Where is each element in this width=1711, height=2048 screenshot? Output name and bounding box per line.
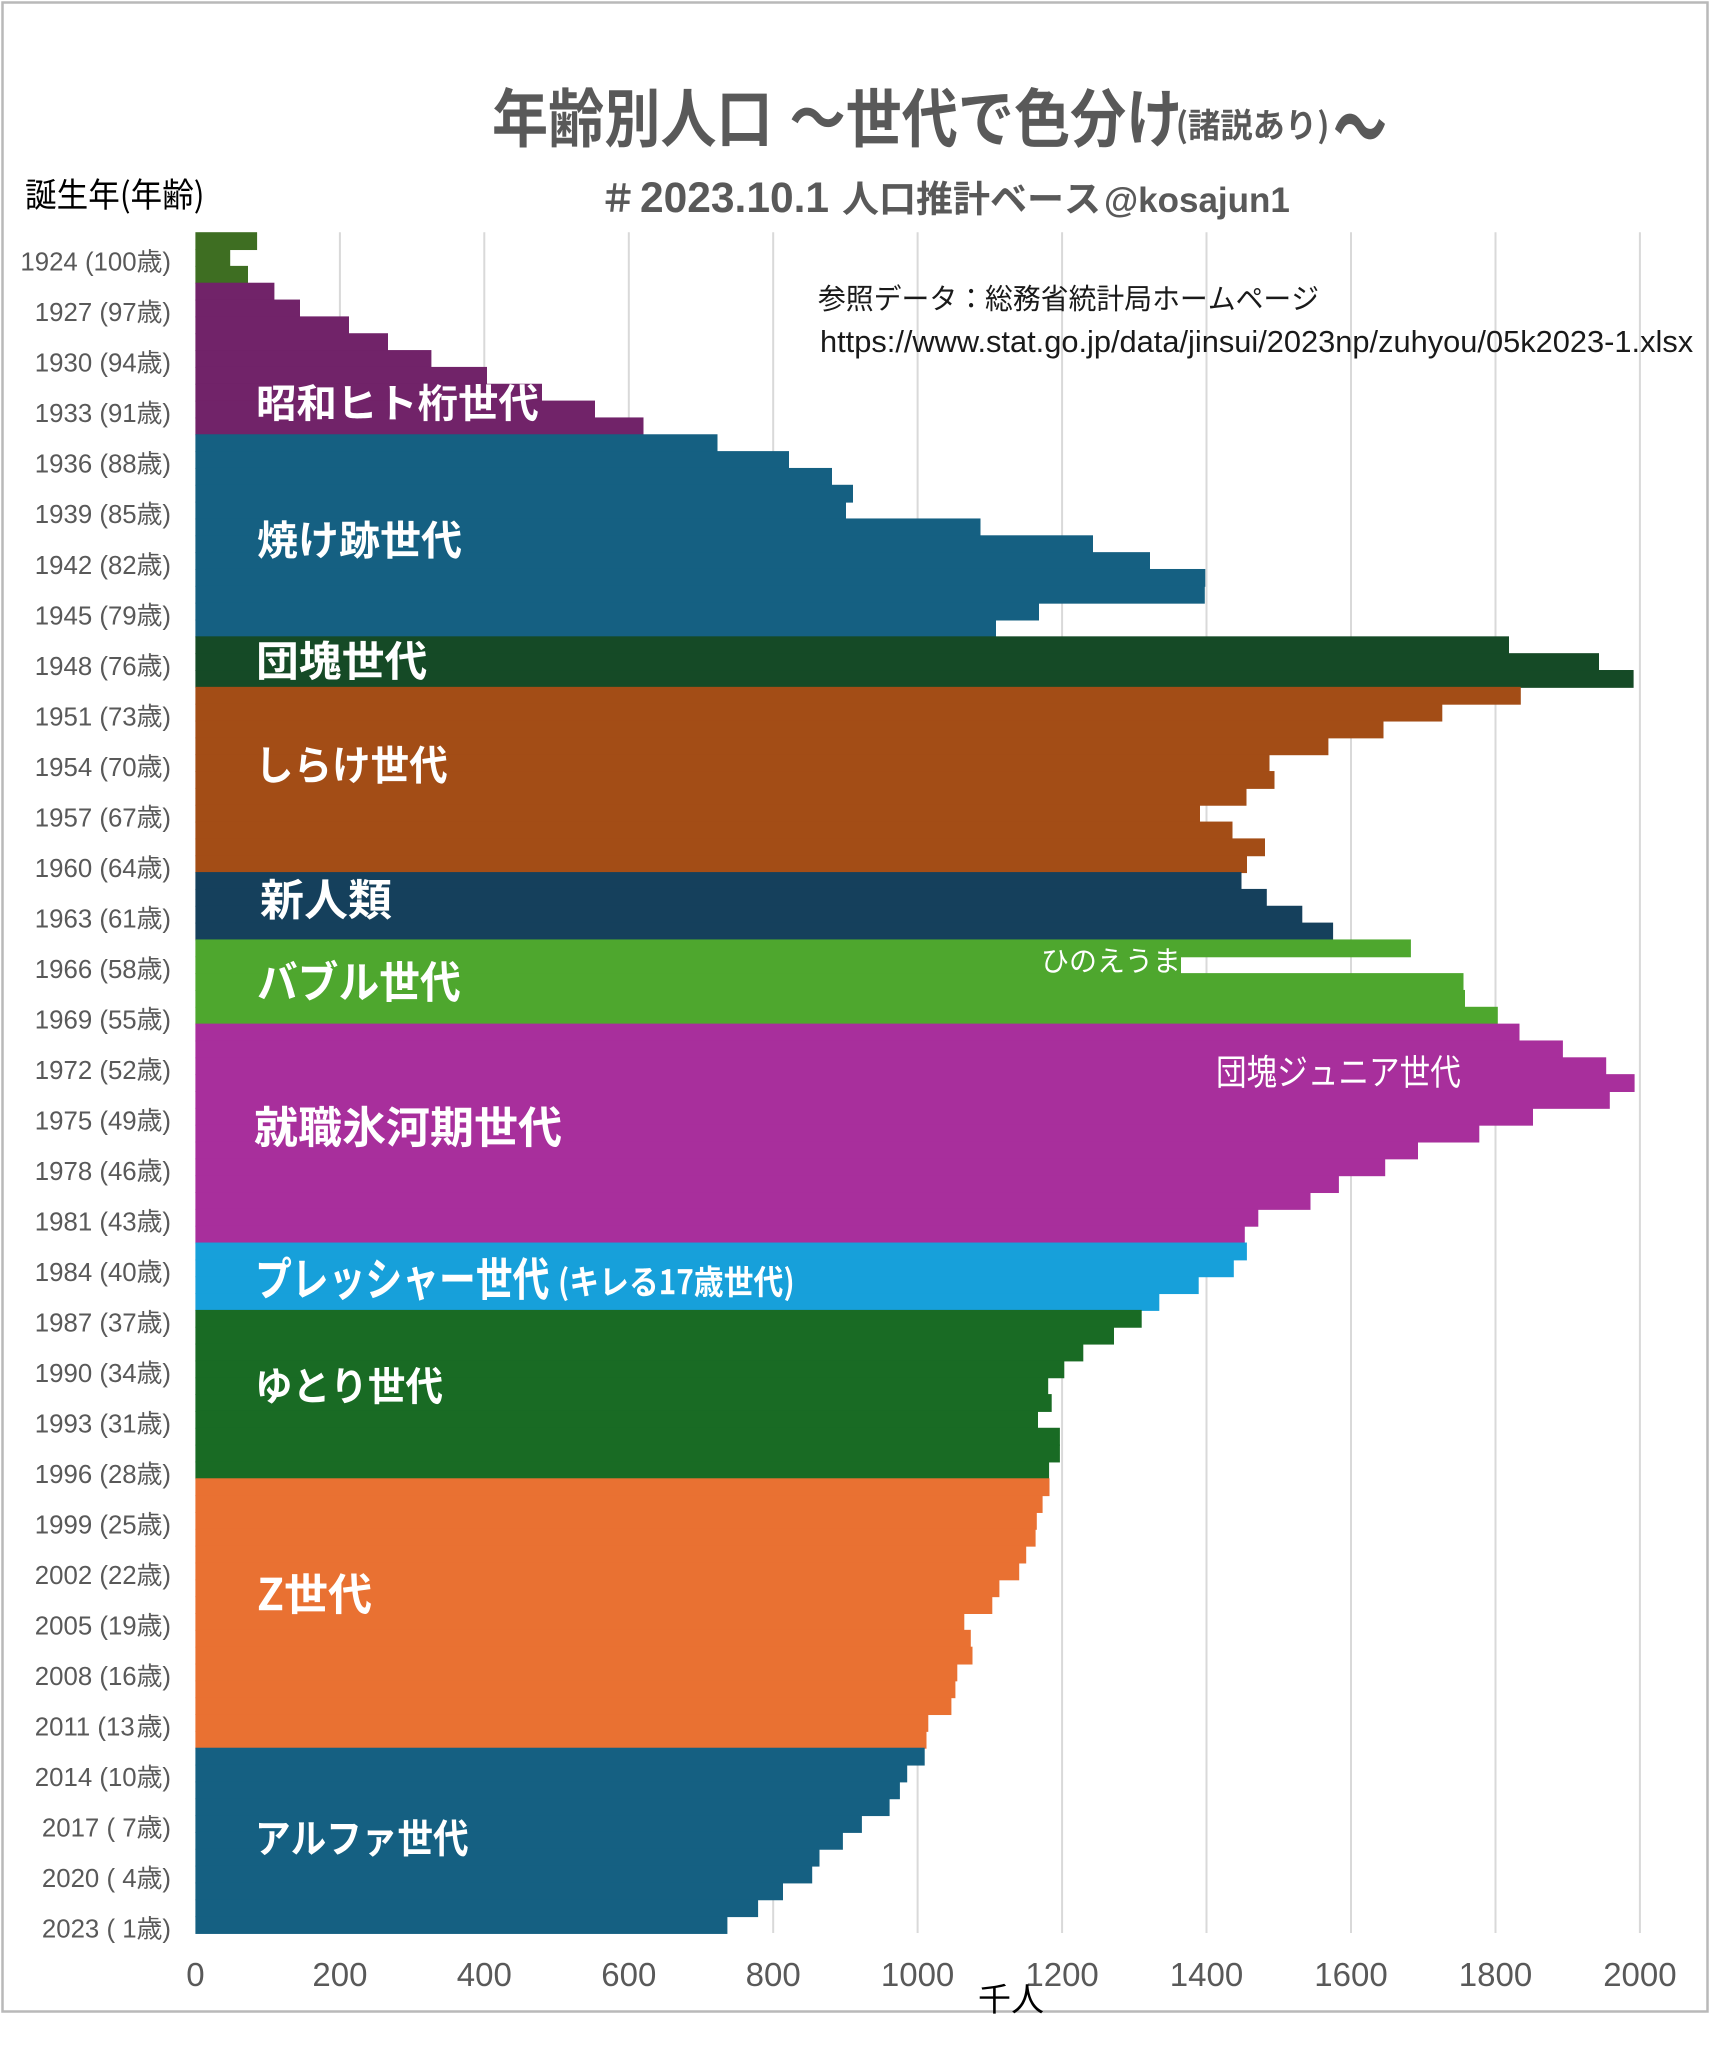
svg-text:): ): [162, 1764, 171, 1792]
svg-text:): ): [162, 1360, 171, 1388]
svg-text:): ): [162, 855, 171, 883]
svg-text:1942 (82: 1942 (82: [35, 552, 137, 580]
svg-text:2002 (22: 2002 (22: [35, 1562, 137, 1590]
svg-text:400: 400: [457, 1956, 512, 1993]
svg-text:1996 (28: 1996 (28: [35, 1461, 137, 1489]
svg-text:https://www.stat.go.jp/data/ji: https://www.stat.go.jp/data/jinsui/2023n…: [820, 324, 1694, 359]
svg-text:): ): [162, 1411, 171, 1439]
svg-text:): ): [162, 804, 171, 832]
svg-text:): ): [162, 1461, 171, 1489]
svg-text:): ): [162, 653, 171, 681]
svg-text:1978 (46: 1978 (46: [35, 1158, 137, 1186]
svg-text:): ): [162, 299, 171, 327]
svg-text:1948 (76: 1948 (76: [35, 653, 137, 681]
svg-text:): ): [162, 1865, 171, 1893]
svg-text:1939 (85: 1939 (85: [35, 501, 137, 529]
svg-text:): ): [162, 1158, 171, 1186]
svg-text:2005 (19: 2005 (19: [35, 1613, 137, 1641]
svg-text:): ): [162, 451, 171, 479]
svg-text:1987 (37: 1987 (37: [35, 1310, 137, 1338]
svg-text:): ): [162, 1512, 171, 1540]
svg-text:): ): [162, 703, 171, 731]
svg-text:1984 (40: 1984 (40: [35, 1259, 137, 1287]
svg-text:2014 (10: 2014 (10: [35, 1764, 137, 1792]
svg-text:): ): [162, 602, 171, 630]
svg-text:0: 0: [186, 1956, 204, 1993]
svg-text:1957 (67: 1957 (67: [35, 804, 137, 832]
svg-text:1966 (58: 1966 (58: [35, 956, 137, 984]
svg-text:): ): [162, 1057, 171, 1085]
svg-text:2020 ( 4: 2020 ( 4: [42, 1865, 137, 1893]
svg-text:2023 ( 1: 2023 ( 1: [42, 1916, 137, 1944]
svg-text:): ): [162, 1209, 171, 1237]
svg-text:1600: 1600: [1314, 1956, 1387, 1993]
svg-text:2008 (16: 2008 (16: [35, 1663, 137, 1691]
svg-text:1969 (55: 1969 (55: [35, 1006, 137, 1034]
svg-text:): ): [162, 350, 171, 378]
svg-text:): ): [162, 1006, 171, 1034]
svg-text:1963 (61: 1963 (61: [35, 905, 137, 933]
svg-text:1936 (88: 1936 (88: [35, 451, 137, 479]
svg-text:1200: 1200: [1025, 1956, 1098, 1993]
svg-text:): ): [162, 1663, 171, 1691]
svg-text:1930 (94: 1930 (94: [35, 350, 137, 378]
svg-text:): ): [162, 1613, 171, 1641]
svg-text:1400: 1400: [1170, 1956, 1243, 1993]
svg-text:1951 (73: 1951 (73: [35, 703, 137, 731]
svg-text:1960 (64: 1960 (64: [35, 855, 137, 883]
svg-text:800: 800: [746, 1956, 801, 1993]
svg-text:1981 (43: 1981 (43: [35, 1209, 137, 1237]
svg-text:1800: 1800: [1459, 1956, 1532, 1993]
svg-text:): ): [162, 956, 171, 984]
svg-text:1990 (34: 1990 (34: [35, 1360, 137, 1388]
svg-text:1999 (25: 1999 (25: [35, 1512, 137, 1540]
svg-text:@kosajun1: @kosajun1: [1104, 181, 1290, 220]
svg-text:1000: 1000: [881, 1956, 954, 1993]
svg-text:2000: 2000: [1603, 1956, 1676, 1993]
svg-text:600: 600: [601, 1956, 656, 1993]
svg-text:): ): [162, 501, 171, 529]
svg-text:): ): [162, 400, 171, 428]
svg-text:1927 (97: 1927 (97: [35, 299, 137, 327]
svg-text:1972 (52: 1972 (52: [35, 1057, 137, 1085]
svg-text:): ): [162, 1310, 171, 1338]
svg-text:): ): [162, 1108, 171, 1136]
svg-text:1975 (49: 1975 (49: [35, 1108, 137, 1136]
svg-text:): ): [162, 1259, 171, 1287]
svg-text:): ): [162, 1916, 171, 1944]
svg-text:1924 (100: 1924 (100: [20, 249, 136, 277]
svg-text:1933 (91: 1933 (91: [35, 400, 137, 428]
svg-text:): ): [162, 1562, 171, 1590]
svg-text:2023.10.1: 2023.10.1: [640, 175, 829, 222]
svg-text:1954 (70: 1954 (70: [35, 754, 137, 782]
svg-text:2017 ( 7: 2017 ( 7: [42, 1815, 137, 1843]
svg-text:): ): [162, 1714, 171, 1742]
svg-text:200: 200: [312, 1956, 367, 1993]
svg-text:): ): [162, 905, 171, 933]
svg-text:): ): [162, 754, 171, 782]
svg-text:): ): [162, 1815, 171, 1843]
svg-text:): ): [162, 552, 171, 580]
svg-text:): ): [162, 249, 171, 277]
svg-text:1945 (79: 1945 (79: [35, 602, 137, 630]
svg-text:2011 (13: 2011 (13: [35, 1714, 135, 1742]
svg-text:1993 (31: 1993 (31: [35, 1411, 137, 1439]
